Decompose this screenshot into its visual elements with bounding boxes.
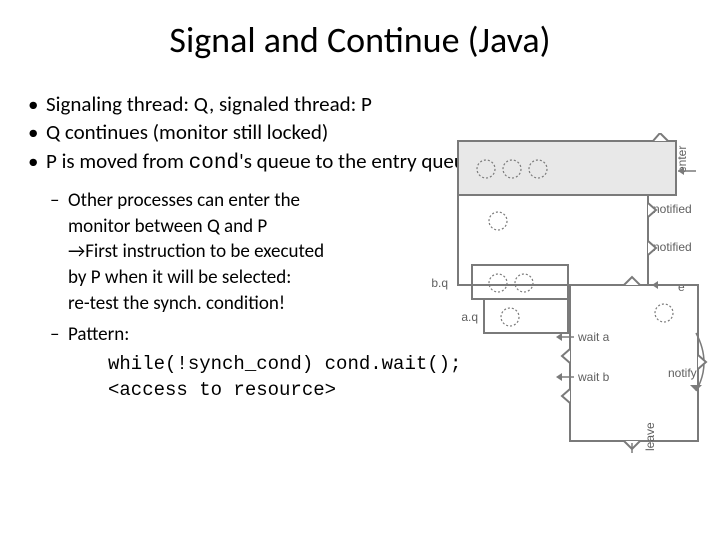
notified-label-2: notified [653, 240, 692, 254]
sub-1-l2: monitor between Q and P [68, 215, 267, 238]
outer-box [458, 141, 676, 195]
e-label: e [678, 280, 685, 294]
sub-1-l4: by P when it will be selected: [68, 266, 291, 289]
page-title: Signal and Continue (Java) [0, 18, 720, 62]
monitor-box [570, 285, 698, 441]
thread-circle-4 [489, 212, 507, 230]
thread-circle-8 [655, 304, 673, 322]
aq-box [484, 299, 568, 333]
mid-box [458, 195, 648, 285]
bullet-3-mono: cond [189, 152, 239, 175]
wait-b-notch [562, 389, 570, 403]
wait-b-arrowhead [556, 373, 562, 381]
aq-label: a.q [461, 310, 478, 324]
wait-b-label: wait b [577, 370, 610, 384]
leave-label: leave [643, 422, 657, 451]
enter-notch [653, 133, 668, 141]
notified-label-1: notified [653, 202, 692, 216]
monitor-top-notch [624, 277, 640, 285]
sub-2-label: Pattern: [68, 323, 129, 346]
thread-circle-7 [501, 308, 519, 326]
thread-circle-6 [515, 274, 533, 292]
bullet-1: Signaling thread: Q, signaled thread: P [28, 90, 710, 118]
notify-label: notify [668, 366, 697, 380]
monitor-diagram: enter notified notified e b.q a.q wait a… [428, 133, 708, 453]
sub-1-l1: Other processes can enter the [68, 189, 300, 212]
sub-1-l3: →First instruction to be executed [68, 240, 324, 263]
notify-notch [698, 355, 706, 369]
wait-a-label: wait a [577, 330, 610, 344]
bullet-3-pre: P is moved from [46, 148, 189, 174]
thread-circle-5 [489, 274, 507, 292]
sub-1-l5: re-test the synch. condition! [68, 292, 285, 315]
notify-arrowhead [690, 385, 702, 391]
bq-box [472, 265, 568, 299]
wait-a-arrowhead [556, 333, 562, 341]
wait-a-notch [562, 349, 570, 363]
bq-label: b.q [431, 276, 448, 290]
